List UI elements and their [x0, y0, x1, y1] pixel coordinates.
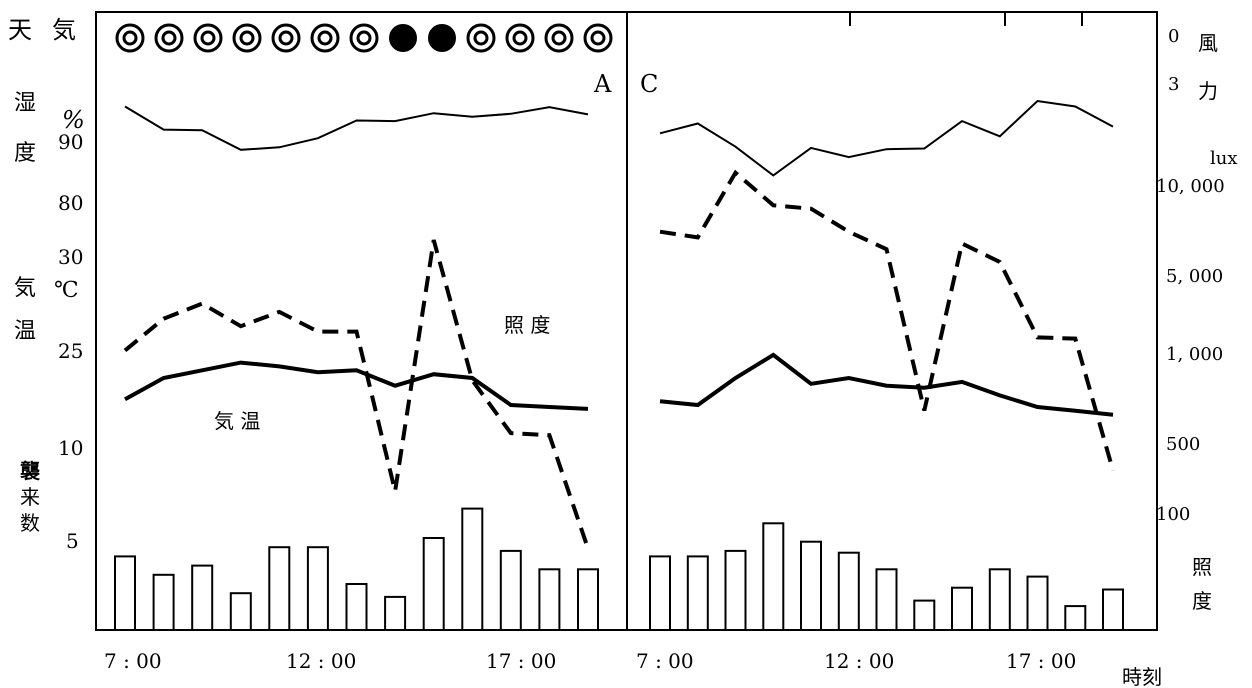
attack-bar-c-3 [762, 522, 785, 631]
x-tick-a-17: 17 : 00 [486, 649, 556, 673]
temp-label-1: 気 [14, 276, 36, 301]
humidity-line-a [124, 105, 589, 151]
right-tick-500: 500 [1166, 434, 1200, 455]
illum-series-label: 照 度 [504, 313, 550, 337]
attack-bar-a-5 [306, 546, 329, 632]
weather-clear-icon-5 [310, 23, 340, 53]
humidity-line-c [659, 99, 1114, 177]
attack-bar-a-4 [268, 546, 291, 632]
weather-clear-inner-icon-0 [122, 30, 138, 46]
illum-axis-label-1: 照 [1192, 555, 1212, 579]
humidity-label-2: 度 [14, 141, 36, 166]
attack-bar-c-12 [1102, 588, 1124, 631]
panel-c-label: C [640, 70, 658, 98]
attack-bar-a-1 [152, 573, 175, 631]
weather-clear-icon-10 [505, 23, 535, 53]
temp-series-label: 気 温 [214, 409, 260, 433]
x-tick-c-7: 7 : 00 [636, 649, 694, 673]
attack-bar-c-6 [875, 568, 898, 631]
wind-label-1: 風 [1198, 31, 1218, 55]
weather-label-1: 天 [8, 16, 32, 44]
lux-unit: lux [1210, 148, 1238, 169]
x-tick-a-12: 12 : 00 [286, 649, 356, 673]
attack-bar-a-0 [114, 555, 136, 632]
temp-unit: ℃ [54, 278, 79, 303]
humidity-label-1: 湿 [14, 91, 36, 116]
x-tick-c-12: 12 : 00 [824, 649, 894, 673]
weather-clear-inner-icon-12 [590, 30, 606, 46]
weather-label-2: 気 [52, 16, 76, 44]
attack-bar-c-11 [1064, 605, 1087, 631]
time-axis-label: 時刻 [1122, 665, 1162, 688]
attack-bar-a-12 [577, 568, 599, 631]
attack-label-2: 来 [20, 485, 40, 509]
wind-tick-3-label: 3 [1168, 74, 1179, 95]
x-tick-a-7: 7 : 00 [104, 649, 162, 673]
temperature-line-a [124, 360, 589, 411]
left-tick-80: 80 [58, 191, 83, 215]
illuminance-line-c [659, 169, 1115, 472]
right-tick-1000: 1, 000 [1166, 344, 1223, 365]
attack-label-1: 襲 [20, 459, 41, 483]
left-tick-30: 30 [58, 245, 83, 269]
weather-clear-inner-icon-1 [161, 30, 177, 46]
weather-clear-icon-12 [583, 23, 613, 53]
left-tick-10: 10 [58, 436, 83, 460]
temperature-line-c [659, 352, 1114, 417]
weather-clear-icon-1 [154, 23, 184, 53]
weather-clear-inner-icon-4 [278, 30, 294, 46]
attack-bar-c-5 [837, 551, 860, 632]
left-tick-5: 5 [66, 529, 79, 553]
attack-bar-a-10 [499, 549, 522, 632]
attack-bar-c-10 [1026, 575, 1049, 631]
x-tick-c-17: 17 : 00 [1006, 649, 1076, 673]
weather-clear-icon-11 [544, 23, 574, 53]
attack-bar-c-0 [649, 555, 671, 632]
attack-bar-a-3 [229, 592, 252, 632]
weather-clear-inner-icon-2 [200, 30, 216, 46]
weather-clear-icon-0 [115, 23, 145, 53]
attack-bar-c-8 [951, 586, 973, 632]
attack-bar-a-8 [422, 537, 445, 631]
attack-bar-c-4 [800, 540, 822, 632]
attack-bar-a-6 [345, 583, 368, 631]
illuminance-line-a [123, 239, 590, 550]
weather-clear-inner-icon-3 [239, 30, 255, 46]
weather-clear-inner-icon-5 [317, 30, 333, 46]
right-tick-5000: 5, 000 [1166, 266, 1223, 287]
weather-rain-icon-7 [389, 24, 417, 52]
attack-bar-a-7 [384, 595, 407, 632]
left-tick-25: 25 [58, 339, 83, 363]
attack-bar-a-9 [461, 507, 484, 632]
weather-clear-icon-4 [271, 23, 301, 53]
right-tick-100: 100 [1156, 504, 1190, 525]
attack-label-3: 数 [20, 511, 40, 535]
attack-bar-a-11 [538, 568, 561, 631]
wind-label-2: 力 [1198, 79, 1218, 103]
data-marks [114, 23, 1124, 632]
weather-clear-icon-9 [466, 23, 496, 53]
attack-bar-a-2 [191, 564, 214, 631]
right-tick-10000: 10, 000 [1156, 176, 1225, 197]
weather-clear-inner-icon-9 [473, 30, 489, 46]
left-tick-90: 90 [58, 130, 83, 154]
weather-clear-inner-icon-10 [512, 30, 528, 46]
temp-label-2: 温 [14, 319, 36, 344]
attack-bar-c-7 [913, 599, 936, 631]
attack-bar-c-1 [686, 555, 709, 632]
weather-clear-icon-2 [193, 23, 223, 53]
weather-clear-inner-icon-6 [356, 30, 372, 46]
illum-axis-label-2: 度 [1192, 589, 1212, 613]
attack-bar-c-2 [724, 549, 747, 632]
weather-clear-icon-6 [349, 23, 379, 53]
weather-clear-icon-3 [232, 23, 262, 53]
weather-clear-inner-icon-11 [551, 30, 567, 46]
humidity-unit: % [62, 106, 85, 134]
wind-tick-0: 0 [1168, 26, 1179, 47]
panel-a-label: A [593, 70, 612, 98]
weather-rain-icon-8 [428, 24, 456, 52]
attack-bar-c-9 [988, 568, 1011, 631]
